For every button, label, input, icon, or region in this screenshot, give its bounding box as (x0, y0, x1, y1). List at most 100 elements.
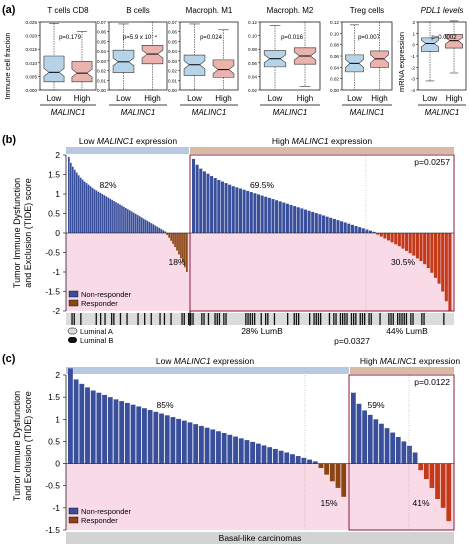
panel-a-plot-title: Treg cells (350, 6, 384, 15)
waterfall-bar-nonresponder (113, 201, 115, 233)
panel-a-category-label: Low (268, 94, 283, 103)
waterfall-bar-nonresponder (159, 413, 164, 464)
panel-b-high-group-label: High MALINC1 expression (272, 136, 372, 146)
waterfall-bar-responder (178, 233, 180, 255)
waterfall-ytick-label: 1.5 (48, 170, 60, 180)
panel-b-luminal-b-tick (317, 313, 320, 325)
waterfall-bar-nonresponder (68, 368, 73, 464)
waterfall-bar-responder (168, 233, 170, 238)
waterfall-bar-nonresponder (307, 210, 311, 233)
panel-b-luminal-b-tick (287, 313, 289, 325)
waterfall-bar-nonresponder (130, 404, 136, 464)
waterfall-bar-nonresponder (271, 199, 275, 233)
panel-b-pct-low-responder: 18% (168, 257, 185, 267)
panel-c-pct-high-responder: 41% (412, 498, 429, 508)
waterfall-bar-nonresponder (127, 209, 129, 233)
waterfall-bar-responder (186, 233, 188, 272)
waterfall-bar-nonresponder (109, 198, 111, 233)
waterfall-bar-nonresponder (244, 440, 250, 464)
waterfall-bar-nonresponder (77, 175, 80, 233)
panel-a-ytick-label: 0.04 (97, 49, 106, 54)
waterfall-bar-nonresponder (162, 230, 165, 233)
panel-c-y-axis-label-line1: Tumor Immune Dysfunction (12, 391, 22, 501)
panel-a-box (212, 59, 235, 78)
panel-b-luminal-b-tick (353, 313, 355, 325)
waterfall-bar-nonresponder (284, 452, 290, 464)
panel-b-luminal-b-tick (379, 313, 381, 325)
waterfall-bar-responder (430, 233, 434, 273)
panel-b-luminal-b-tick (403, 313, 405, 325)
waterfall-bar-nonresponder (117, 203, 119, 233)
waterfall-bar-responder (174, 233, 176, 248)
waterfall-bar-nonresponder (407, 445, 412, 464)
panel-a-box (421, 37, 439, 52)
panel-b-luminal-b-tick (342, 313, 344, 325)
waterfall-bar-nonresponder (365, 229, 369, 233)
panel-a-pvalue: p=0.016 (281, 35, 304, 41)
panel-b-luminal-b-tick (245, 313, 247, 325)
waterfall-bar-nonresponder (156, 226, 159, 233)
panel-b-luminal-b-tick (201, 313, 203, 325)
waterfall-bar-responder (176, 233, 178, 251)
waterfall-ytick-label: 1 (55, 414, 60, 424)
waterfall-bar-nonresponder (154, 225, 157, 233)
waterfall-bar-nonresponder (295, 456, 301, 464)
waterfall-bar-nonresponder (257, 194, 261, 233)
waterfall-bar-responder (437, 233, 441, 284)
panel-c-y-axis-label-line2: and Exclusion (TIDE) score (23, 391, 33, 501)
panel-b-luminal-b-tick (104, 313, 106, 325)
panel-a-group-label: MALINC1 (51, 108, 86, 117)
panel-c-pct-low-nonresponder: 85% (156, 400, 173, 410)
panel-b-luminal-b-tick (298, 313, 300, 325)
panel-a-plot-title: Macroph. M2 (267, 6, 314, 15)
waterfall-bar-nonresponder (221, 433, 227, 464)
waterfall-bar-responder (335, 463, 341, 488)
waterfall-bar-nonresponder (204, 427, 210, 464)
panel-a-ytick-label: -3 (411, 77, 416, 82)
panel-b-luminal-b-tick (392, 313, 394, 325)
waterfall-bar-nonresponder (250, 441, 256, 464)
waterfall-bar-nonresponder (228, 184, 232, 233)
waterfall-bar-nonresponder (87, 184, 90, 233)
waterfall-bar-nonresponder (75, 172, 78, 233)
panel-a-ytick-label: -4 (411, 88, 416, 93)
waterfall-bar-nonresponder (314, 213, 318, 233)
panel-a-category-label: Low (187, 94, 202, 103)
panel-a-category-label: High (215, 94, 231, 103)
panel-label-a: (a) (2, 4, 16, 16)
panel-c-subtype-label: Basal-like carcinomas (219, 533, 302, 543)
waterfall-bar-nonresponder (358, 227, 362, 233)
waterfall-bar-nonresponder (83, 181, 86, 233)
panel-a-pvalue: p=5.9 x 10⁻⁴ (123, 34, 157, 41)
panel-b-luminal-b-tick (126, 313, 128, 325)
waterfall-bar-nonresponder (351, 392, 356, 464)
panel-b-luminal-b-tick (249, 313, 251, 325)
waterfall-bar-responder (397, 233, 401, 247)
waterfall-bar-nonresponder (93, 189, 96, 233)
waterfall-bar-nonresponder (195, 164, 199, 233)
panel-a-ytick-label: 0.000 (26, 88, 38, 93)
panel-b-luminal-b-tick (335, 313, 337, 325)
waterfall-bar-nonresponder (238, 438, 244, 464)
waterfall-bar-nonresponder (144, 219, 147, 233)
panel-b-luminal-b-tick (390, 313, 392, 325)
waterfall-bar-responder (412, 233, 416, 256)
waterfall-bar-nonresponder (373, 419, 379, 464)
panel-b-luminal-b-tick (225, 313, 227, 325)
panel-bc-y-axis-label-line1: Tumor Immune Dysfunction (12, 178, 22, 288)
waterfall-bar-nonresponder (395, 437, 401, 464)
waterfall-bar-nonresponder (85, 183, 88, 233)
waterfall-bar-nonresponder (401, 441, 407, 464)
waterfall-bar-nonresponder (89, 186, 92, 233)
panel-a-ytick-label: 0.020 (26, 34, 38, 39)
waterfall-bar-nonresponder (290, 454, 295, 464)
panel-c-low-group-label: Low MALINC1 expression (156, 356, 255, 366)
panel-b-luminal-b-tick (399, 313, 401, 325)
waterfall-bar-nonresponder (412, 452, 418, 464)
waterfall-pvalue: p=0.0122 (414, 377, 450, 387)
waterfall-bar-responder (166, 233, 169, 235)
waterfall-bar-nonresponder (210, 429, 216, 464)
waterfall-bar-nonresponder (81, 179, 84, 233)
waterfall-bar-nonresponder (224, 183, 228, 233)
panel-b-luminal-b-tick (150, 313, 152, 325)
